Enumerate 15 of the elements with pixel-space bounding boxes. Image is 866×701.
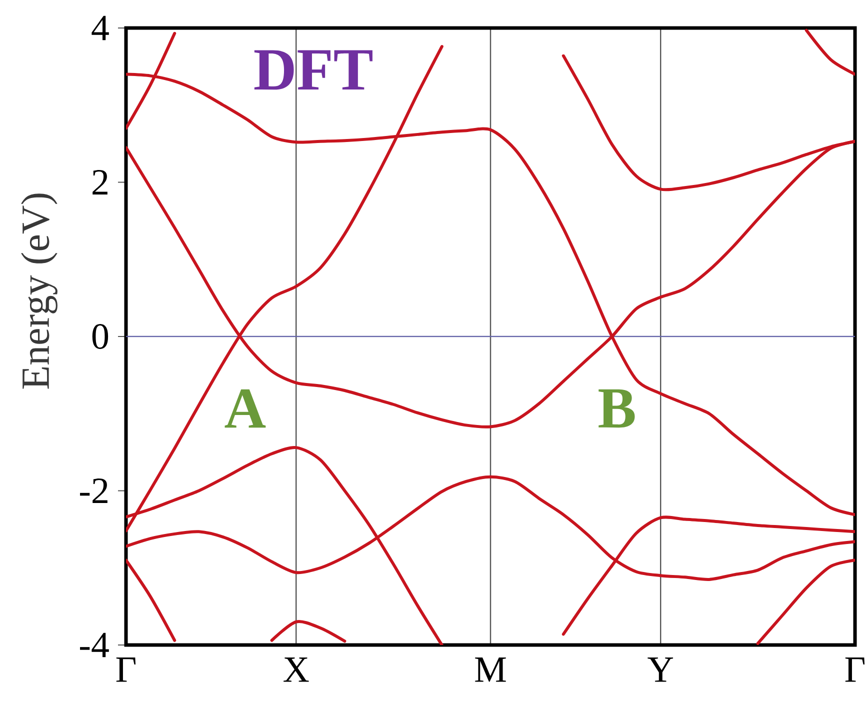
- line-series: [270, 620, 346, 643]
- y-tick-label: 2: [92, 170, 108, 194]
- y-tick-label: -2: [80, 478, 108, 503]
- line-series: [756, 558, 856, 645]
- x-tick-label: Γ: [845, 658, 865, 682]
- y-tick-label: -4: [80, 632, 109, 658]
- annotation: B: [598, 389, 635, 428]
- x-tick-label: Γ: [116, 658, 136, 682]
- x-tick-label: Y: [648, 658, 674, 682]
- x-tick-label: X: [284, 658, 309, 682]
- annotation: A: [224, 389, 266, 428]
- y-tick-label: 4: [92, 16, 109, 40]
- y-axis-title: Energy (eV): [21, 194, 58, 389]
- y-tick-label: 0: [92, 324, 108, 349]
- x-tick-label: M: [475, 658, 506, 682]
